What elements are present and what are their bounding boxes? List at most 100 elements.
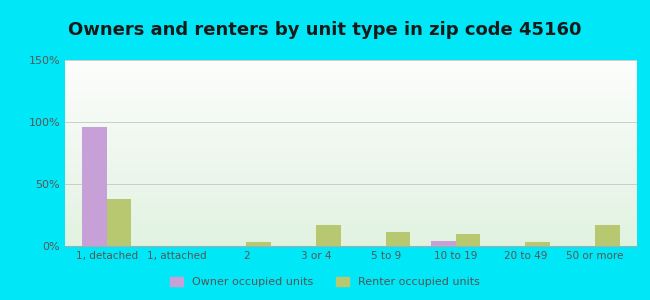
Bar — [65, 119, 637, 122]
Bar — [65, 136, 637, 138]
Bar — [65, 153, 637, 155]
Bar — [65, 212, 637, 214]
Bar — [525, 242, 550, 246]
Bar — [65, 138, 637, 140]
Bar — [65, 227, 637, 229]
Legend: Owner occupied units, Renter occupied units: Owner occupied units, Renter occupied un… — [166, 272, 484, 291]
Bar — [65, 60, 637, 62]
Bar — [65, 147, 637, 149]
Bar — [65, 114, 637, 116]
Bar — [65, 190, 637, 192]
Bar — [65, 149, 637, 151]
Bar — [65, 181, 637, 183]
Bar — [65, 198, 637, 200]
Bar — [65, 68, 637, 69]
Bar — [65, 94, 637, 95]
Bar — [65, 105, 637, 106]
Bar — [65, 194, 637, 196]
Bar — [65, 79, 637, 80]
Bar — [65, 168, 637, 170]
Bar — [65, 92, 637, 94]
Bar — [65, 240, 637, 242]
Bar — [456, 234, 480, 246]
Bar — [65, 211, 637, 212]
Bar — [65, 118, 637, 119]
Bar — [83, 127, 107, 246]
Bar — [65, 80, 637, 82]
Bar — [246, 242, 271, 246]
Bar — [65, 86, 637, 88]
Bar — [65, 183, 637, 184]
Bar — [65, 122, 637, 123]
Bar — [65, 207, 637, 209]
Bar — [65, 88, 637, 90]
Bar — [65, 237, 637, 239]
Bar — [65, 151, 637, 153]
Bar — [65, 131, 637, 133]
Bar — [65, 140, 637, 142]
Bar — [65, 103, 637, 105]
Bar — [65, 95, 637, 97]
Bar — [65, 112, 637, 114]
Bar — [65, 170, 637, 172]
Bar — [65, 222, 637, 224]
Bar — [65, 106, 637, 108]
Bar — [316, 225, 341, 246]
Bar — [65, 192, 637, 194]
Bar — [65, 220, 637, 222]
Bar — [65, 144, 637, 146]
Bar — [65, 127, 637, 129]
Bar — [65, 187, 637, 188]
Bar — [65, 242, 637, 244]
Bar — [65, 216, 637, 218]
Bar — [65, 101, 637, 103]
Bar — [65, 99, 637, 101]
Bar — [65, 179, 637, 181]
Bar — [65, 82, 637, 84]
Bar — [65, 164, 637, 166]
Bar — [65, 123, 637, 125]
Bar — [65, 146, 637, 147]
Bar — [65, 233, 637, 235]
Bar — [65, 196, 637, 198]
Bar — [65, 84, 637, 86]
Bar — [65, 229, 637, 231]
Text: Owners and renters by unit type in zip code 45160: Owners and renters by unit type in zip c… — [68, 21, 582, 39]
Bar — [65, 62, 637, 64]
Bar — [65, 226, 637, 227]
Bar — [65, 155, 637, 157]
Bar — [65, 71, 637, 73]
Bar — [65, 224, 637, 226]
Bar — [65, 162, 637, 164]
Bar — [65, 214, 637, 216]
Bar — [65, 172, 637, 173]
Bar — [65, 116, 637, 118]
Bar — [65, 173, 637, 175]
Bar — [65, 203, 637, 205]
Bar — [65, 108, 637, 110]
Bar — [65, 129, 637, 131]
Bar — [65, 97, 637, 99]
Bar — [595, 225, 619, 246]
Bar — [65, 133, 637, 134]
Bar — [65, 209, 637, 211]
Bar — [65, 218, 637, 220]
Bar — [65, 73, 637, 75]
Bar — [65, 166, 637, 168]
Bar — [65, 134, 637, 136]
Bar — [65, 238, 637, 240]
Bar — [65, 90, 637, 92]
Bar — [65, 69, 637, 71]
Bar — [431, 241, 456, 246]
Bar — [65, 235, 637, 237]
Bar — [65, 77, 637, 79]
Bar — [65, 110, 637, 112]
Bar — [65, 160, 637, 162]
Bar — [65, 200, 637, 201]
Bar — [65, 244, 637, 246]
Bar — [65, 231, 637, 233]
Bar — [65, 175, 637, 177]
Bar — [65, 125, 637, 127]
Bar — [65, 159, 637, 161]
Bar — [65, 205, 637, 207]
